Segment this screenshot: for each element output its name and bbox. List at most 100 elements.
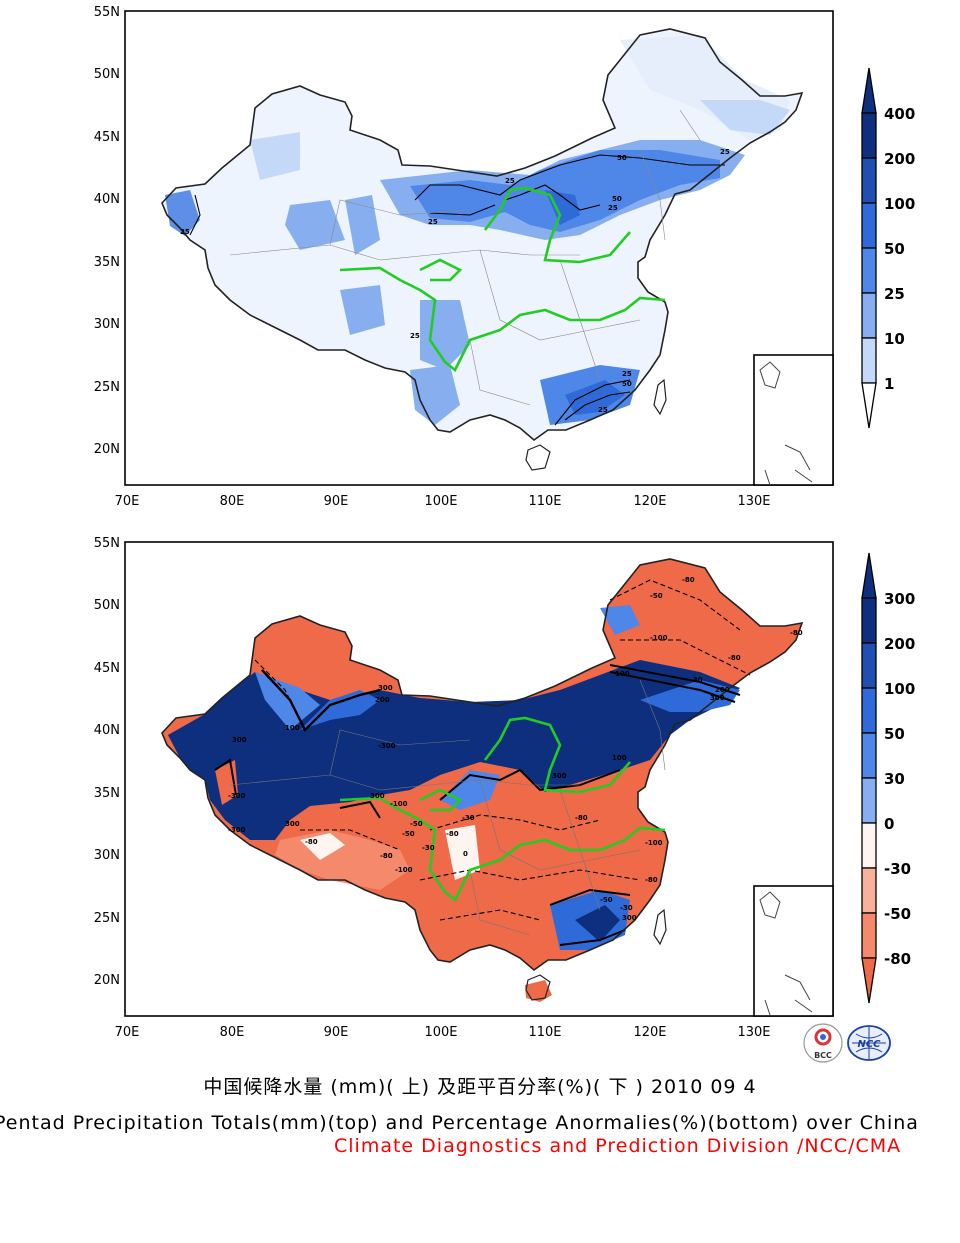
bottom-colorbar-label: 300 (884, 590, 915, 608)
chinese-caption: 中国候降水量 (mm)( 上) 及距平百分率(%)( 下 ) 2010 09 4 (203, 1076, 757, 1098)
top-lat-tick-label: 20N (94, 442, 120, 457)
bottom-colorbar-label: -80 (884, 950, 911, 968)
bottom-contour-label: -80 (645, 876, 658, 884)
ncc-logo-text: NCC (857, 1039, 881, 1050)
bottom-lon-tick-label: 90E (324, 1025, 349, 1040)
bottom-contour-label: 0 (463, 850, 468, 858)
bottom-colorbar-label: 200 (884, 635, 915, 653)
top-lon-tick-label: 70E (115, 494, 140, 509)
top-contour-label: 25 (720, 148, 730, 156)
top-contour-label: 25 (410, 332, 420, 340)
bottom-contour-label: 300 (370, 792, 385, 800)
bottom-contour-label: -80 (790, 629, 803, 637)
top-contour-label: 50 (612, 195, 622, 203)
bottom-lon-tick-label: 120E (633, 1025, 666, 1040)
bottom-contour-label: -300 (378, 742, 396, 750)
bottom-contour-label: -80 (575, 814, 588, 822)
bottom-colorbar-label: 50 (884, 725, 905, 743)
top-contour-label: 25 (598, 406, 608, 414)
top-lon-tick-label: 120E (633, 494, 666, 509)
bottom-contour-label: -30 (690, 676, 703, 684)
top-lat-tick-label: 25N (94, 380, 120, 395)
bottom-province-borders (229, 679, 666, 936)
top-lon-tick-label: 90E (324, 494, 349, 509)
bottom-colorbar-label: -50 (884, 905, 911, 923)
top-contours (189, 154, 725, 426)
organization-credit: Climate Diagnostics and Prediction Divis… (334, 1135, 902, 1157)
bottom-lat-axis: 55N 50N 45N 40N 35N 30N 25N 20N (94, 536, 120, 988)
bottom-colorbar-label: 0 (884, 815, 894, 833)
bottom-contour-label: -50 (410, 820, 423, 828)
bottom-lat-tick-label: 20N (94, 973, 120, 988)
bottom-contour-label: -80 (305, 838, 318, 846)
top-colorbar-label: 100 (884, 195, 915, 213)
top-inset-south-china-sea (753, 354, 834, 486)
bottom-contour-label: -30 (620, 904, 633, 912)
top-contour-label: 25 (505, 177, 515, 185)
top-colorbar-label: 50 (884, 240, 905, 258)
bottom-lat-tick-label: 55N (94, 536, 120, 551)
bottom-lon-tick-label: 110E (528, 1025, 561, 1040)
bottom-lon-axis: 70E 80E 90E 100E 110E 120E 130E (115, 1025, 771, 1040)
top-colorbar-label: 400 (884, 105, 915, 123)
bottom-lon-tick-label: 130E (737, 1025, 770, 1040)
bottom-lon-tick-label: 100E (424, 1025, 457, 1040)
bottom-map-panel: -80 -50 -100 -80 -80 100 -30 200 300 300… (94, 536, 916, 1040)
bottom-inset-south-china-sea (753, 885, 834, 1017)
bottom-lat-tick-label: 30N (94, 848, 120, 863)
top-precip-shading (165, 35, 790, 425)
bottom-contour-label: -100 (395, 866, 413, 874)
top-lon-tick-label: 130E (737, 494, 770, 509)
top-lon-tick-label: 100E (424, 494, 457, 509)
bcc-logo-text: BCC (814, 1051, 832, 1060)
top-lon-tick-label: 110E (528, 494, 561, 509)
bottom-taiwan-island (525, 908, 667, 1001)
bottom-contour-label: -80 (682, 576, 695, 584)
bottom-contour-label: 300 (285, 820, 300, 828)
bcc-logo: BCC (802, 1022, 844, 1064)
bottom-contour-label: 300 (622, 914, 637, 922)
bottom-colorbar-label: -30 (884, 860, 911, 878)
top-colorbar-labels: 400 200 100 50 25 10 1 (884, 105, 915, 393)
bottom-contour-label: -50 (650, 592, 663, 600)
bottom-anomaly-shading (168, 605, 740, 1002)
top-lat-tick-label: 35N (94, 255, 120, 270)
top-taiwan-island (525, 378, 667, 471)
bottom-lat-tick-label: 25N (94, 911, 120, 926)
top-contour-label: 25 (608, 204, 618, 212)
top-green-lines (339, 186, 666, 373)
bottom-contour-label: -80 (380, 852, 393, 860)
top-colorbar (861, 67, 877, 429)
top-contour-label: 25 (180, 228, 190, 236)
bottom-contour-label: -50 (402, 830, 415, 838)
bottom-contour-label: -100 (650, 634, 668, 642)
bottom-contour-label: 200 (715, 686, 730, 694)
bottom-colorbar (861, 552, 877, 1004)
top-lat-axis: 55N 50N 45N 40N 35N 30N 25N 20N (94, 5, 120, 457)
top-lat-tick-label: 40N (94, 192, 120, 207)
top-lat-tick-label: 45N (94, 130, 120, 145)
bottom-contour-label: -100 (645, 839, 663, 847)
top-lat-tick-label: 30N (94, 317, 120, 332)
bottom-contour-label: 200 (375, 696, 390, 704)
bottom-colorbar-label: 30 (884, 770, 905, 788)
bottom-contour-label: 100 (285, 724, 300, 732)
bottom-lat-tick-label: 50N (94, 598, 120, 613)
bottom-contour-label: -30 (462, 814, 475, 822)
bottom-contour-label: -300 (228, 792, 246, 800)
top-colorbar-label: 25 (884, 285, 905, 303)
bottom-contour-label: 300 (552, 772, 567, 780)
top-lat-tick-label: 55N (94, 5, 120, 20)
top-contour-label: 50 (622, 380, 632, 388)
bottom-lon-tick-label: 80E (220, 1025, 245, 1040)
bottom-contour-label: -50 (600, 896, 613, 904)
bottom-contour-label: 100 (615, 670, 630, 678)
top-lat-tick-label: 50N (94, 67, 120, 82)
ncc-logo: NCC (846, 1022, 891, 1064)
bottom-colorbar-label: 100 (884, 680, 915, 698)
bottom-contour-label: -300 (228, 826, 246, 834)
top-colorbar-label: 200 (884, 150, 915, 168)
bottom-contour-label-group: -80 -50 -100 -80 -80 100 -30 200 300 300… (228, 576, 803, 922)
bottom-contour-label: -80 (728, 654, 741, 662)
